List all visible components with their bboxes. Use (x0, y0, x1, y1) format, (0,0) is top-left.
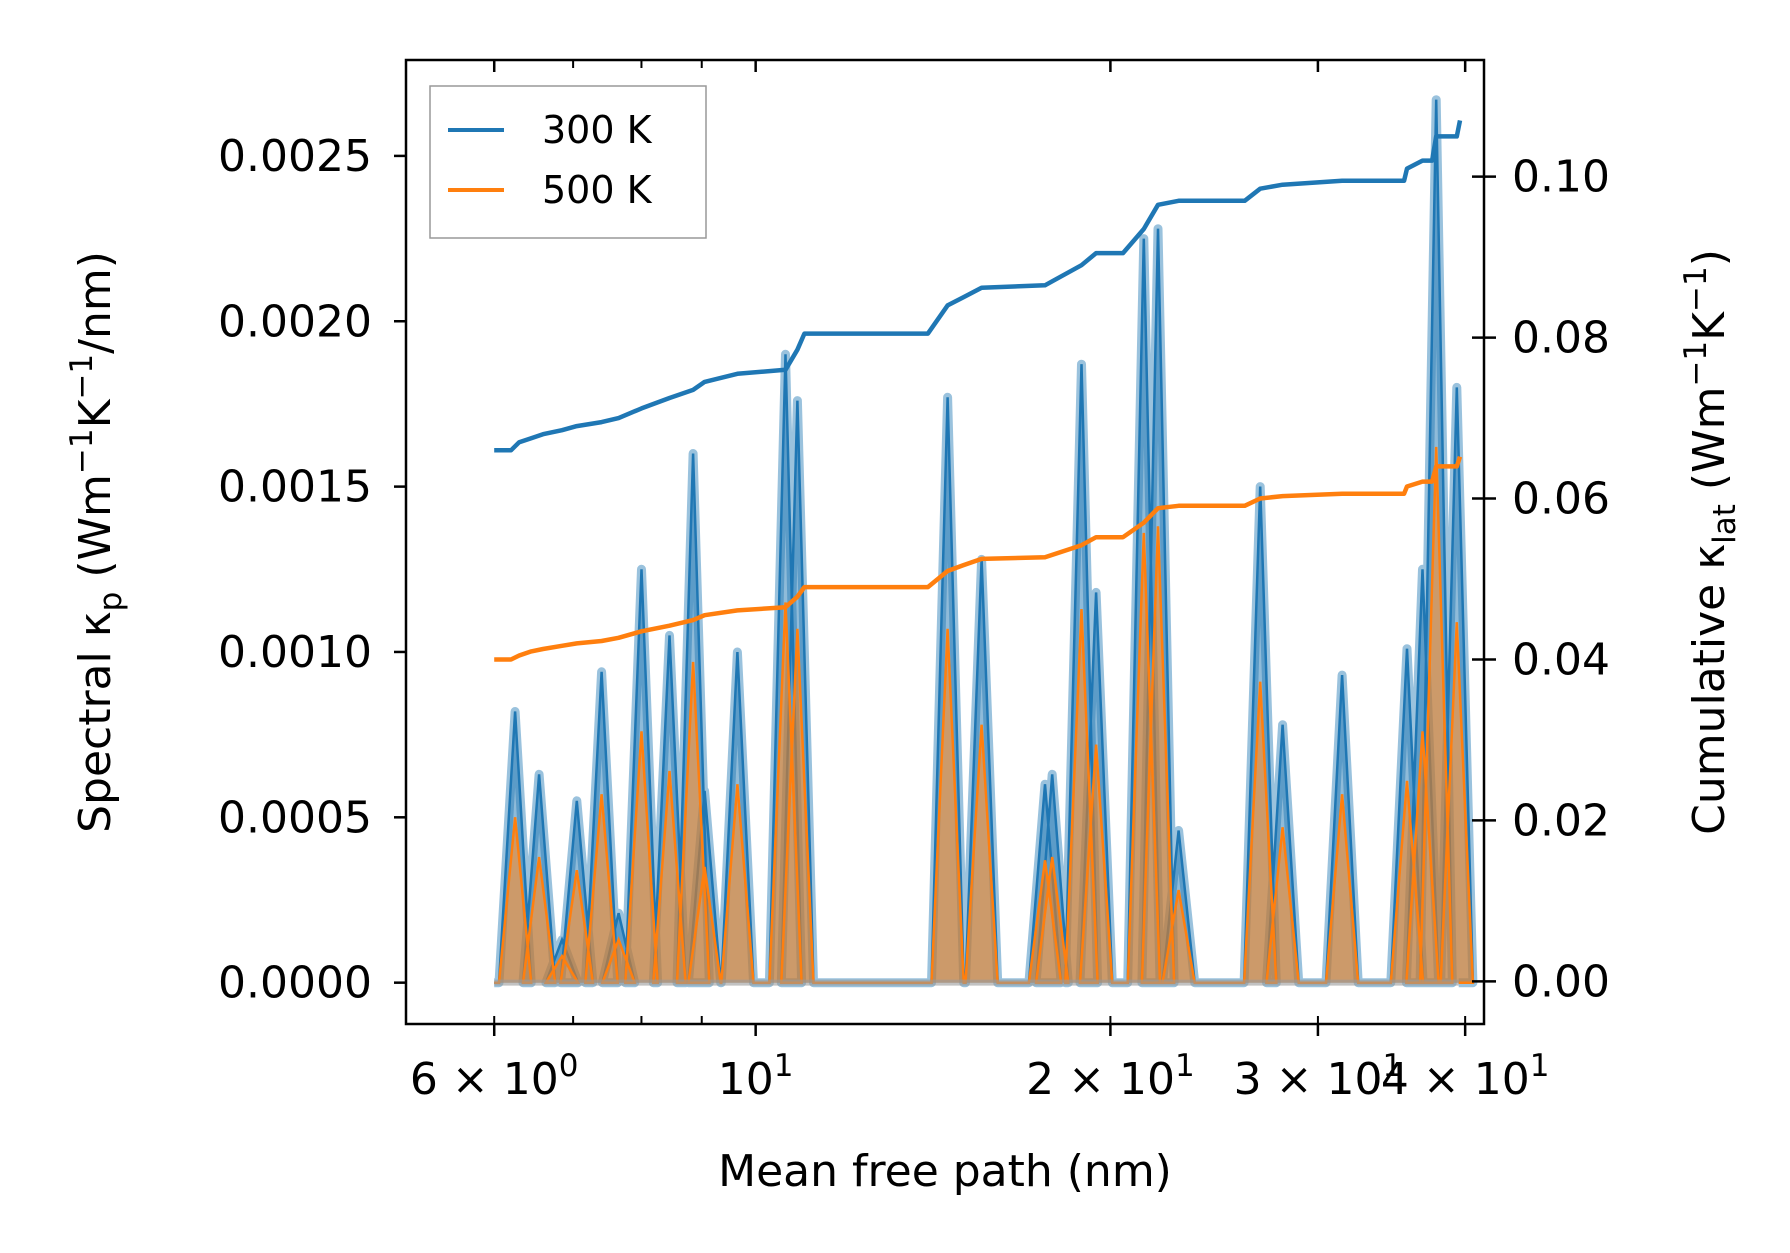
cumulative-line-500k (494, 455, 1463, 662)
legend-box (429, 85, 707, 239)
x-axis-label: Mean free path (nm) (718, 1146, 1172, 1197)
y-tick-label-right: 0.10 (1512, 152, 1610, 203)
ticks-layer: 0.0000 0.0005 0.0010 0.0015 0.0020 0.0025 0.00… (218, 60, 1610, 1105)
y-tick-label-left: 0.0005 (218, 792, 372, 843)
legend-label-500k: 500 K (542, 168, 653, 212)
y-tick-label-left: 0.0015 (218, 462, 372, 513)
cumulative-line-300k (494, 119, 1463, 453)
spectral-area-300k (494, 99, 1473, 983)
legend-label-300k: 300 K (542, 108, 653, 152)
x-tick-label: 2 × 101 (1026, 1048, 1195, 1105)
y-tick-label-right: 0.06 (1512, 474, 1610, 525)
y-tick-label-right: 0.00 (1512, 956, 1610, 1007)
plot-frame (404, 58, 1486, 1026)
y-tick-label-left: 0.0010 (218, 627, 372, 678)
x-tick-label: 4 × 101 (1381, 1048, 1550, 1105)
legend: 300 K 500 K (429, 85, 707, 239)
spectral-area-500k (494, 446, 1473, 983)
y-tick-label-right: 0.08 (1512, 313, 1610, 364)
y-axis-label-left: Spectral κp (Wm−1K−1/nm) (64, 251, 129, 833)
y-tick-label-left: 0.0000 (218, 958, 372, 1009)
x-tick-label: 101 (718, 1048, 794, 1105)
y-tick-label-left: 0.0020 (218, 296, 372, 347)
x-tick-label: 3 × 101 (1234, 1048, 1403, 1105)
y-tick-label-right: 0.02 (1512, 795, 1610, 846)
cumulative-layer (494, 119, 1463, 662)
spectral-line-500k (494, 446, 1475, 984)
x-tick-label: 6 × 100 (410, 1048, 579, 1105)
y-tick-label-right: 0.04 (1512, 634, 1610, 685)
y-tick-label-left: 0.0025 (218, 131, 372, 182)
